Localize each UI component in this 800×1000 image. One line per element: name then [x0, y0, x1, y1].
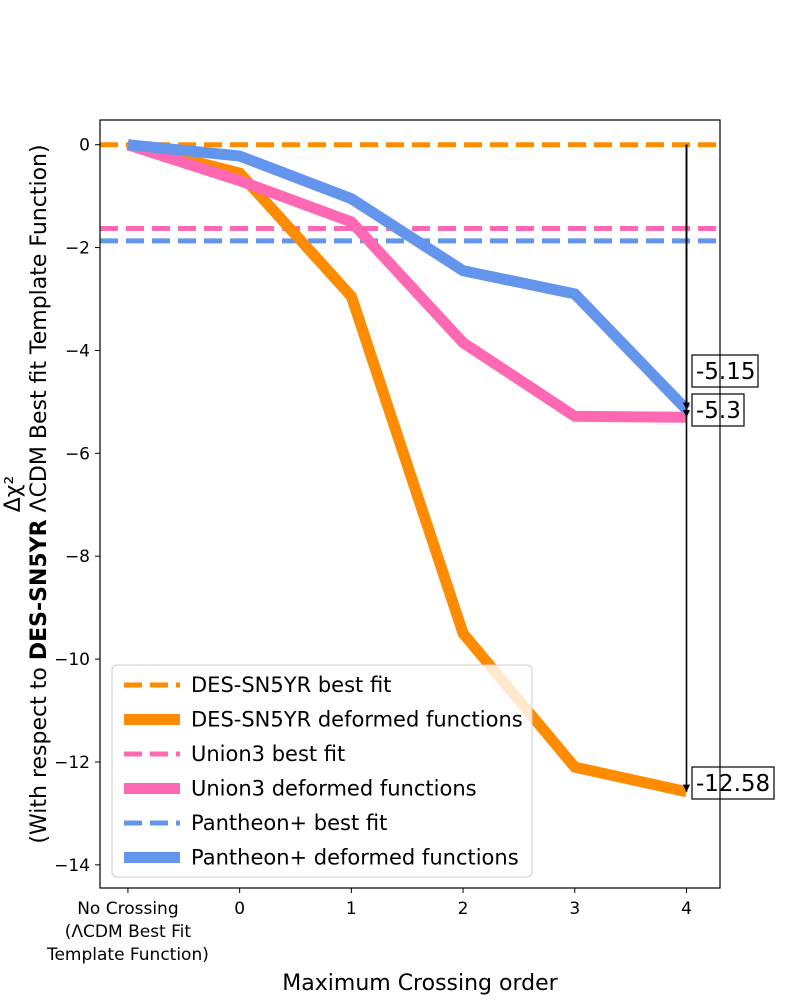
y-axis-ticks: 0 −2 −4 −6 −8 −10 −12 −14: [54, 136, 100, 876]
annotation-label-1: -5.3: [696, 398, 741, 424]
legend-label-0: DES-SN5YR best fit: [191, 673, 391, 697]
x-tick-label-0: No Crossing (ΛCDM Best Fit Template Functi…: [46, 899, 209, 965]
y-tick-label-7: −14: [54, 856, 90, 876]
legend-label-5: Pantheon+ deformed functions: [191, 846, 519, 870]
x-tick-label-1: 0: [234, 899, 245, 919]
y-tick-label-5: −10: [54, 650, 90, 670]
x-tick-label-5: 4: [681, 899, 692, 919]
x-axis-title: Maximum Crossing order: [282, 971, 558, 996]
x-tick-label-4: 3: [569, 899, 580, 919]
annotation-label-0: -5.15: [696, 359, 756, 385]
annotation-label-2: -12.58: [696, 771, 770, 797]
y-axis-title: Δχ²(With respect to DES-SN5YR ΛCDM Best …: [1, 144, 52, 843]
annotation-box-0: [691, 354, 759, 388]
annotation-box-1: [691, 393, 745, 427]
legend-label-4: Pantheon+ best fit: [191, 811, 387, 835]
y-tick-label-0: 0: [79, 136, 90, 156]
y-tick-label-1: −2: [65, 239, 90, 259]
y-tick-label-6: −12: [54, 753, 90, 773]
annotation-box-2: [691, 766, 775, 800]
legend: DES-SN5YR best fit DES-SN5YR deformed fun…: [111, 664, 533, 878]
y-tick-label-4: −8: [65, 547, 90, 567]
legend-label-1: DES-SN5YR deformed functions: [191, 708, 523, 732]
x-axis-ticks: No Crossing (ΛCDM Best Fit Template Functi…: [46, 888, 692, 965]
y-axis-title-line1: Δχ²: [1, 476, 26, 513]
x-tick-label-2: 1: [346, 899, 357, 919]
y-tick-label-3: −6: [65, 444, 90, 464]
plot-frame: [99, 119, 721, 889]
series-line-0: [126, 139, 688, 798]
annotations: -5.15 -5.3 -12.58: [682, 144, 775, 800]
legend-label-2: Union3 best fit: [191, 742, 345, 766]
x-tick-label-3: 2: [458, 899, 469, 919]
series-line-2: [127, 139, 691, 414]
series-line-1: [126, 139, 687, 423]
y-axis-title-line2: (With respect to DES-SN5YR ΛCDM Best fit…: [27, 144, 52, 843]
legend-label-3: Union3 deformed functions: [191, 777, 477, 801]
legend-frame: [111, 664, 533, 878]
y-tick-label-2: −4: [65, 341, 90, 361]
deformed-function-lines: [126, 139, 691, 798]
